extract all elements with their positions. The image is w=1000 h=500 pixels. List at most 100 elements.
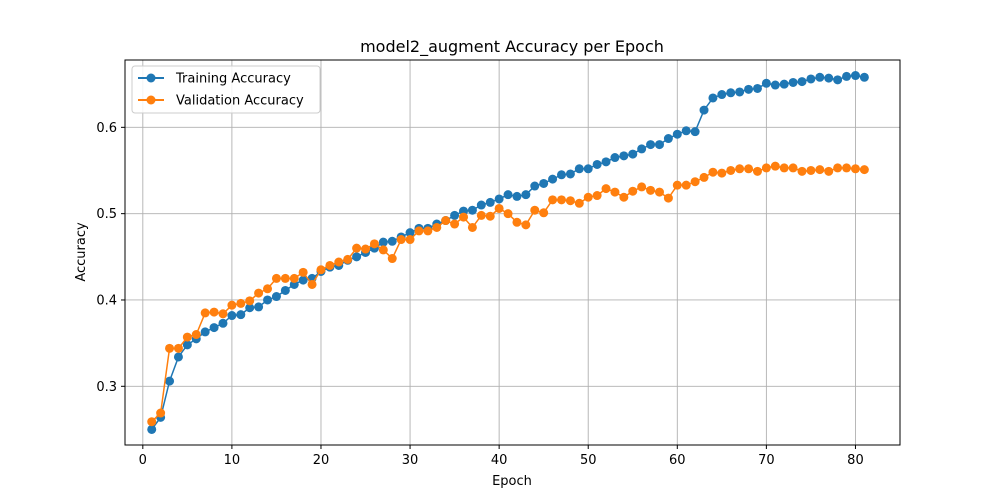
- data-point-validation: [271, 273, 281, 283]
- data-point-training: [494, 194, 504, 204]
- data-point-training: [779, 79, 789, 89]
- data-point-validation: [414, 226, 424, 236]
- data-point-validation: [628, 186, 638, 196]
- data-point-training: [859, 72, 869, 82]
- data-point-training: [806, 74, 816, 84]
- legend: Training Accuracy Validation Accuracy: [131, 65, 321, 114]
- data-point-validation: [548, 195, 558, 205]
- data-point-validation: [654, 187, 664, 197]
- data-point-validation: [307, 279, 317, 289]
- x-tick-label: 70: [758, 453, 775, 468]
- data-point-validation: [361, 244, 371, 254]
- data-point-validation: [539, 208, 549, 218]
- data-point-validation: [565, 196, 575, 206]
- data-point-training: [654, 140, 664, 150]
- data-point-training: [405, 228, 415, 238]
- data-point-training: [298, 275, 308, 285]
- data-point-validation: [369, 239, 379, 249]
- data-point-training: [173, 352, 183, 362]
- data-point-validation: [467, 222, 477, 232]
- data-point-validation: [191, 330, 201, 340]
- data-point-validation: [245, 296, 255, 306]
- data-point-validation: [156, 408, 166, 418]
- data-point-training: [690, 127, 700, 137]
- data-point-training: [574, 164, 584, 174]
- data-point-validation: [227, 300, 237, 310]
- data-point-training: [708, 93, 718, 103]
- data-point-training: [271, 292, 281, 302]
- data-point-validation: [476, 210, 486, 220]
- data-point-validation: [761, 163, 771, 173]
- x-tick-label: 30: [402, 453, 419, 468]
- data-point-validation: [441, 216, 451, 226]
- data-point-training: [681, 126, 691, 136]
- data-point-validation: [503, 209, 513, 219]
- data-point-validation: [378, 245, 388, 255]
- data-point-training: [744, 84, 754, 94]
- data-point-validation: [334, 257, 344, 267]
- data-point-validation: [396, 235, 406, 245]
- data-point-training: [450, 210, 460, 220]
- data-point-training: [628, 149, 638, 159]
- y-tick-label: 0.6: [96, 121, 117, 136]
- data-point-validation: [663, 193, 673, 203]
- data-point-validation: [583, 192, 593, 202]
- data-point-validation: [459, 212, 469, 222]
- data-point-training: [236, 310, 246, 320]
- data-point-validation: [699, 172, 709, 182]
- data-point-training: [209, 323, 219, 333]
- data-point-validation: [289, 273, 299, 283]
- x-tick-label: 10: [224, 453, 241, 468]
- data-point-validation: [601, 184, 611, 194]
- data-point-training: [521, 190, 531, 200]
- data-point-validation: [646, 185, 656, 195]
- data-point-training: [254, 302, 264, 312]
- data-point-training: [833, 75, 843, 85]
- data-point-validation: [850, 164, 860, 174]
- data-point-validation: [690, 177, 700, 187]
- data-point-validation: [530, 205, 540, 215]
- data-point-training: [245, 303, 255, 313]
- data-point-validation: [610, 187, 620, 197]
- data-point-validation: [735, 164, 745, 174]
- x-tick-label: 0: [139, 453, 147, 468]
- data-point-training: [592, 159, 602, 169]
- data-point-validation: [236, 298, 246, 308]
- x-tick-label: 60: [669, 453, 686, 468]
- y-axis-label: Accuracy: [74, 222, 89, 282]
- data-point-validation: [405, 235, 415, 245]
- data-point-training: [476, 200, 486, 210]
- series-layer: [147, 71, 869, 434]
- data-point-training: [218, 318, 228, 328]
- data-point-training: [165, 376, 175, 386]
- grid-lines: [125, 60, 900, 445]
- data-point-validation: [200, 308, 210, 318]
- data-point-training: [610, 153, 620, 163]
- data-point-training: [548, 174, 558, 184]
- data-point-validation: [432, 222, 442, 232]
- y-tick-label: 0.5: [96, 207, 117, 222]
- x-tick-label: 80: [847, 453, 864, 468]
- data-point-validation: [485, 211, 495, 221]
- data-point-validation: [681, 180, 691, 190]
- data-point-validation: [797, 166, 807, 176]
- data-point-training: [387, 236, 397, 246]
- chart-title: model2_augment Accuracy per Epoch: [360, 37, 664, 57]
- data-point-training: [352, 252, 362, 262]
- data-point-validation: [779, 163, 789, 173]
- data-point-validation: [254, 288, 264, 298]
- data-point-validation: [815, 165, 825, 175]
- legend-marker-training: [146, 73, 156, 83]
- data-point-training: [619, 151, 629, 161]
- data-point-validation: [316, 265, 326, 275]
- data-point-validation: [824, 166, 834, 176]
- data-point-training: [565, 169, 575, 179]
- data-point-training: [646, 140, 656, 150]
- data-point-training: [850, 71, 860, 81]
- data-point-training: [200, 327, 210, 337]
- data-point-validation: [182, 332, 192, 342]
- y-tick-label: 0.3: [96, 380, 117, 395]
- x-axis-label: Epoch: [492, 474, 532, 489]
- data-point-training: [842, 71, 852, 81]
